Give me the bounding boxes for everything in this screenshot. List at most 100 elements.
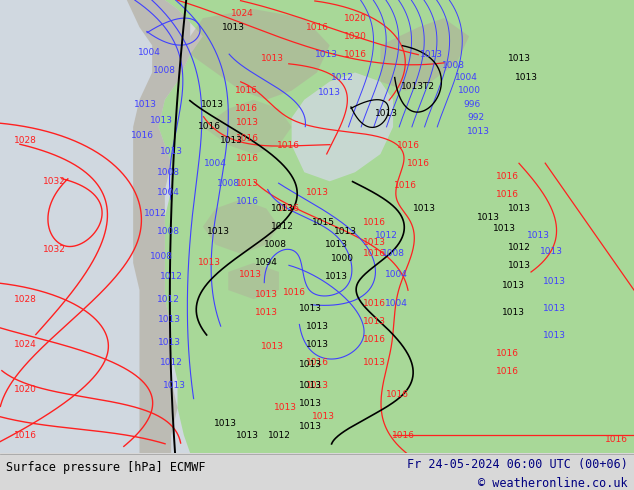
Text: 1016: 1016 xyxy=(236,197,259,206)
Text: 1016: 1016 xyxy=(496,349,519,358)
Text: 1016: 1016 xyxy=(394,181,417,190)
Text: 1013: 1013 xyxy=(239,270,262,279)
Polygon shape xyxy=(127,0,634,453)
Text: 1013T2: 1013T2 xyxy=(401,82,436,91)
Text: 1013: 1013 xyxy=(413,204,436,213)
Text: 1016: 1016 xyxy=(496,367,519,376)
Text: 1016: 1016 xyxy=(277,204,300,213)
Text: 1016: 1016 xyxy=(131,131,154,141)
Text: 1004: 1004 xyxy=(385,270,408,279)
Text: 1013: 1013 xyxy=(207,227,230,236)
Text: 1016: 1016 xyxy=(363,299,385,308)
Text: 1016: 1016 xyxy=(605,435,628,444)
Text: 1013: 1013 xyxy=(236,431,259,440)
Text: 1016: 1016 xyxy=(283,288,306,297)
Text: 1013: 1013 xyxy=(261,342,284,351)
Polygon shape xyxy=(228,263,279,299)
Text: 1094: 1094 xyxy=(255,258,278,268)
Text: 1020: 1020 xyxy=(14,385,37,394)
Text: 1013: 1013 xyxy=(160,147,183,156)
Text: 1016: 1016 xyxy=(235,104,257,113)
Text: 1024: 1024 xyxy=(14,340,37,349)
Text: 1016: 1016 xyxy=(306,23,328,32)
Text: 1013: 1013 xyxy=(299,360,322,369)
Polygon shape xyxy=(0,46,178,453)
Text: 1016: 1016 xyxy=(386,390,409,399)
Text: 1013: 1013 xyxy=(540,247,563,256)
Text: 1013: 1013 xyxy=(467,127,490,136)
Text: 1004: 1004 xyxy=(157,188,179,197)
Text: 1028: 1028 xyxy=(14,136,37,145)
Text: 1013: 1013 xyxy=(299,381,322,390)
Text: 1013: 1013 xyxy=(306,188,328,197)
Text: 1016: 1016 xyxy=(344,50,366,59)
Text: 1013: 1013 xyxy=(477,213,500,222)
Polygon shape xyxy=(203,99,292,154)
Text: 1008: 1008 xyxy=(153,66,176,75)
Text: 1013: 1013 xyxy=(299,421,322,431)
Text: 1013: 1013 xyxy=(306,381,328,390)
Text: 1012: 1012 xyxy=(160,272,183,281)
Text: 1013: 1013 xyxy=(198,258,221,268)
Text: 1013: 1013 xyxy=(325,240,347,249)
Text: 1013: 1013 xyxy=(363,318,385,326)
Text: 1013: 1013 xyxy=(363,238,385,247)
Text: 1016: 1016 xyxy=(277,141,300,149)
Text: 1008: 1008 xyxy=(382,249,404,258)
Text: 992: 992 xyxy=(467,113,484,122)
Text: © weatheronline.co.uk: © weatheronline.co.uk xyxy=(478,477,628,490)
Text: 1012: 1012 xyxy=(157,294,179,304)
Text: 1008: 1008 xyxy=(217,179,240,188)
Text: 1013: 1013 xyxy=(375,109,398,118)
Text: 1013: 1013 xyxy=(236,118,259,127)
Text: 1013: 1013 xyxy=(306,340,328,349)
Text: 1016: 1016 xyxy=(392,431,415,440)
Text: 1013: 1013 xyxy=(543,276,566,286)
Text: 1013: 1013 xyxy=(306,322,328,331)
Polygon shape xyxy=(203,199,279,254)
Text: 1013: 1013 xyxy=(363,358,385,367)
Text: 1013: 1013 xyxy=(315,50,338,59)
Text: 1013: 1013 xyxy=(508,204,531,213)
Text: 1013: 1013 xyxy=(420,50,443,59)
Text: 1016: 1016 xyxy=(363,249,385,258)
Text: 1016: 1016 xyxy=(363,218,385,226)
Text: 1013: 1013 xyxy=(318,88,341,98)
Text: 1015: 1015 xyxy=(312,218,335,226)
Text: 1016: 1016 xyxy=(198,122,221,131)
Text: 1012: 1012 xyxy=(144,209,167,218)
Text: 1016: 1016 xyxy=(14,431,37,440)
Text: 1013: 1013 xyxy=(214,419,236,428)
Text: 1012: 1012 xyxy=(375,231,398,240)
Text: 1008: 1008 xyxy=(157,227,179,236)
Text: 1016: 1016 xyxy=(235,86,257,95)
Text: 1013: 1013 xyxy=(201,100,224,109)
Text: 1012: 1012 xyxy=(160,358,183,367)
Text: 1004: 1004 xyxy=(385,299,408,308)
Text: 1012: 1012 xyxy=(268,431,290,440)
Text: 1013: 1013 xyxy=(515,73,538,81)
Text: 1012: 1012 xyxy=(271,222,294,231)
Text: 1013: 1013 xyxy=(158,315,181,324)
Polygon shape xyxy=(380,18,469,91)
Text: Fr 24-05-2024 06:00 UTC (00+06): Fr 24-05-2024 06:00 UTC (00+06) xyxy=(407,458,628,471)
Text: 1013: 1013 xyxy=(163,381,186,390)
Text: 1013: 1013 xyxy=(325,272,347,281)
Text: 1013: 1013 xyxy=(312,413,335,421)
Text: 1013: 1013 xyxy=(150,116,173,124)
Text: 1013: 1013 xyxy=(299,304,322,313)
Text: 1016: 1016 xyxy=(496,172,519,181)
Text: 1016: 1016 xyxy=(496,191,519,199)
Text: 1016: 1016 xyxy=(398,141,420,149)
Text: 1016: 1016 xyxy=(236,134,259,143)
Text: 1013: 1013 xyxy=(222,23,245,32)
Text: 1013: 1013 xyxy=(255,308,278,317)
Text: 1004: 1004 xyxy=(455,73,477,81)
Text: 1020: 1020 xyxy=(344,32,366,41)
Text: 1000: 1000 xyxy=(331,254,354,263)
Text: 1013: 1013 xyxy=(271,204,294,213)
Text: 1016: 1016 xyxy=(363,336,385,344)
Text: 1013: 1013 xyxy=(220,136,243,145)
Text: 1004: 1004 xyxy=(204,159,227,168)
Polygon shape xyxy=(190,9,330,99)
